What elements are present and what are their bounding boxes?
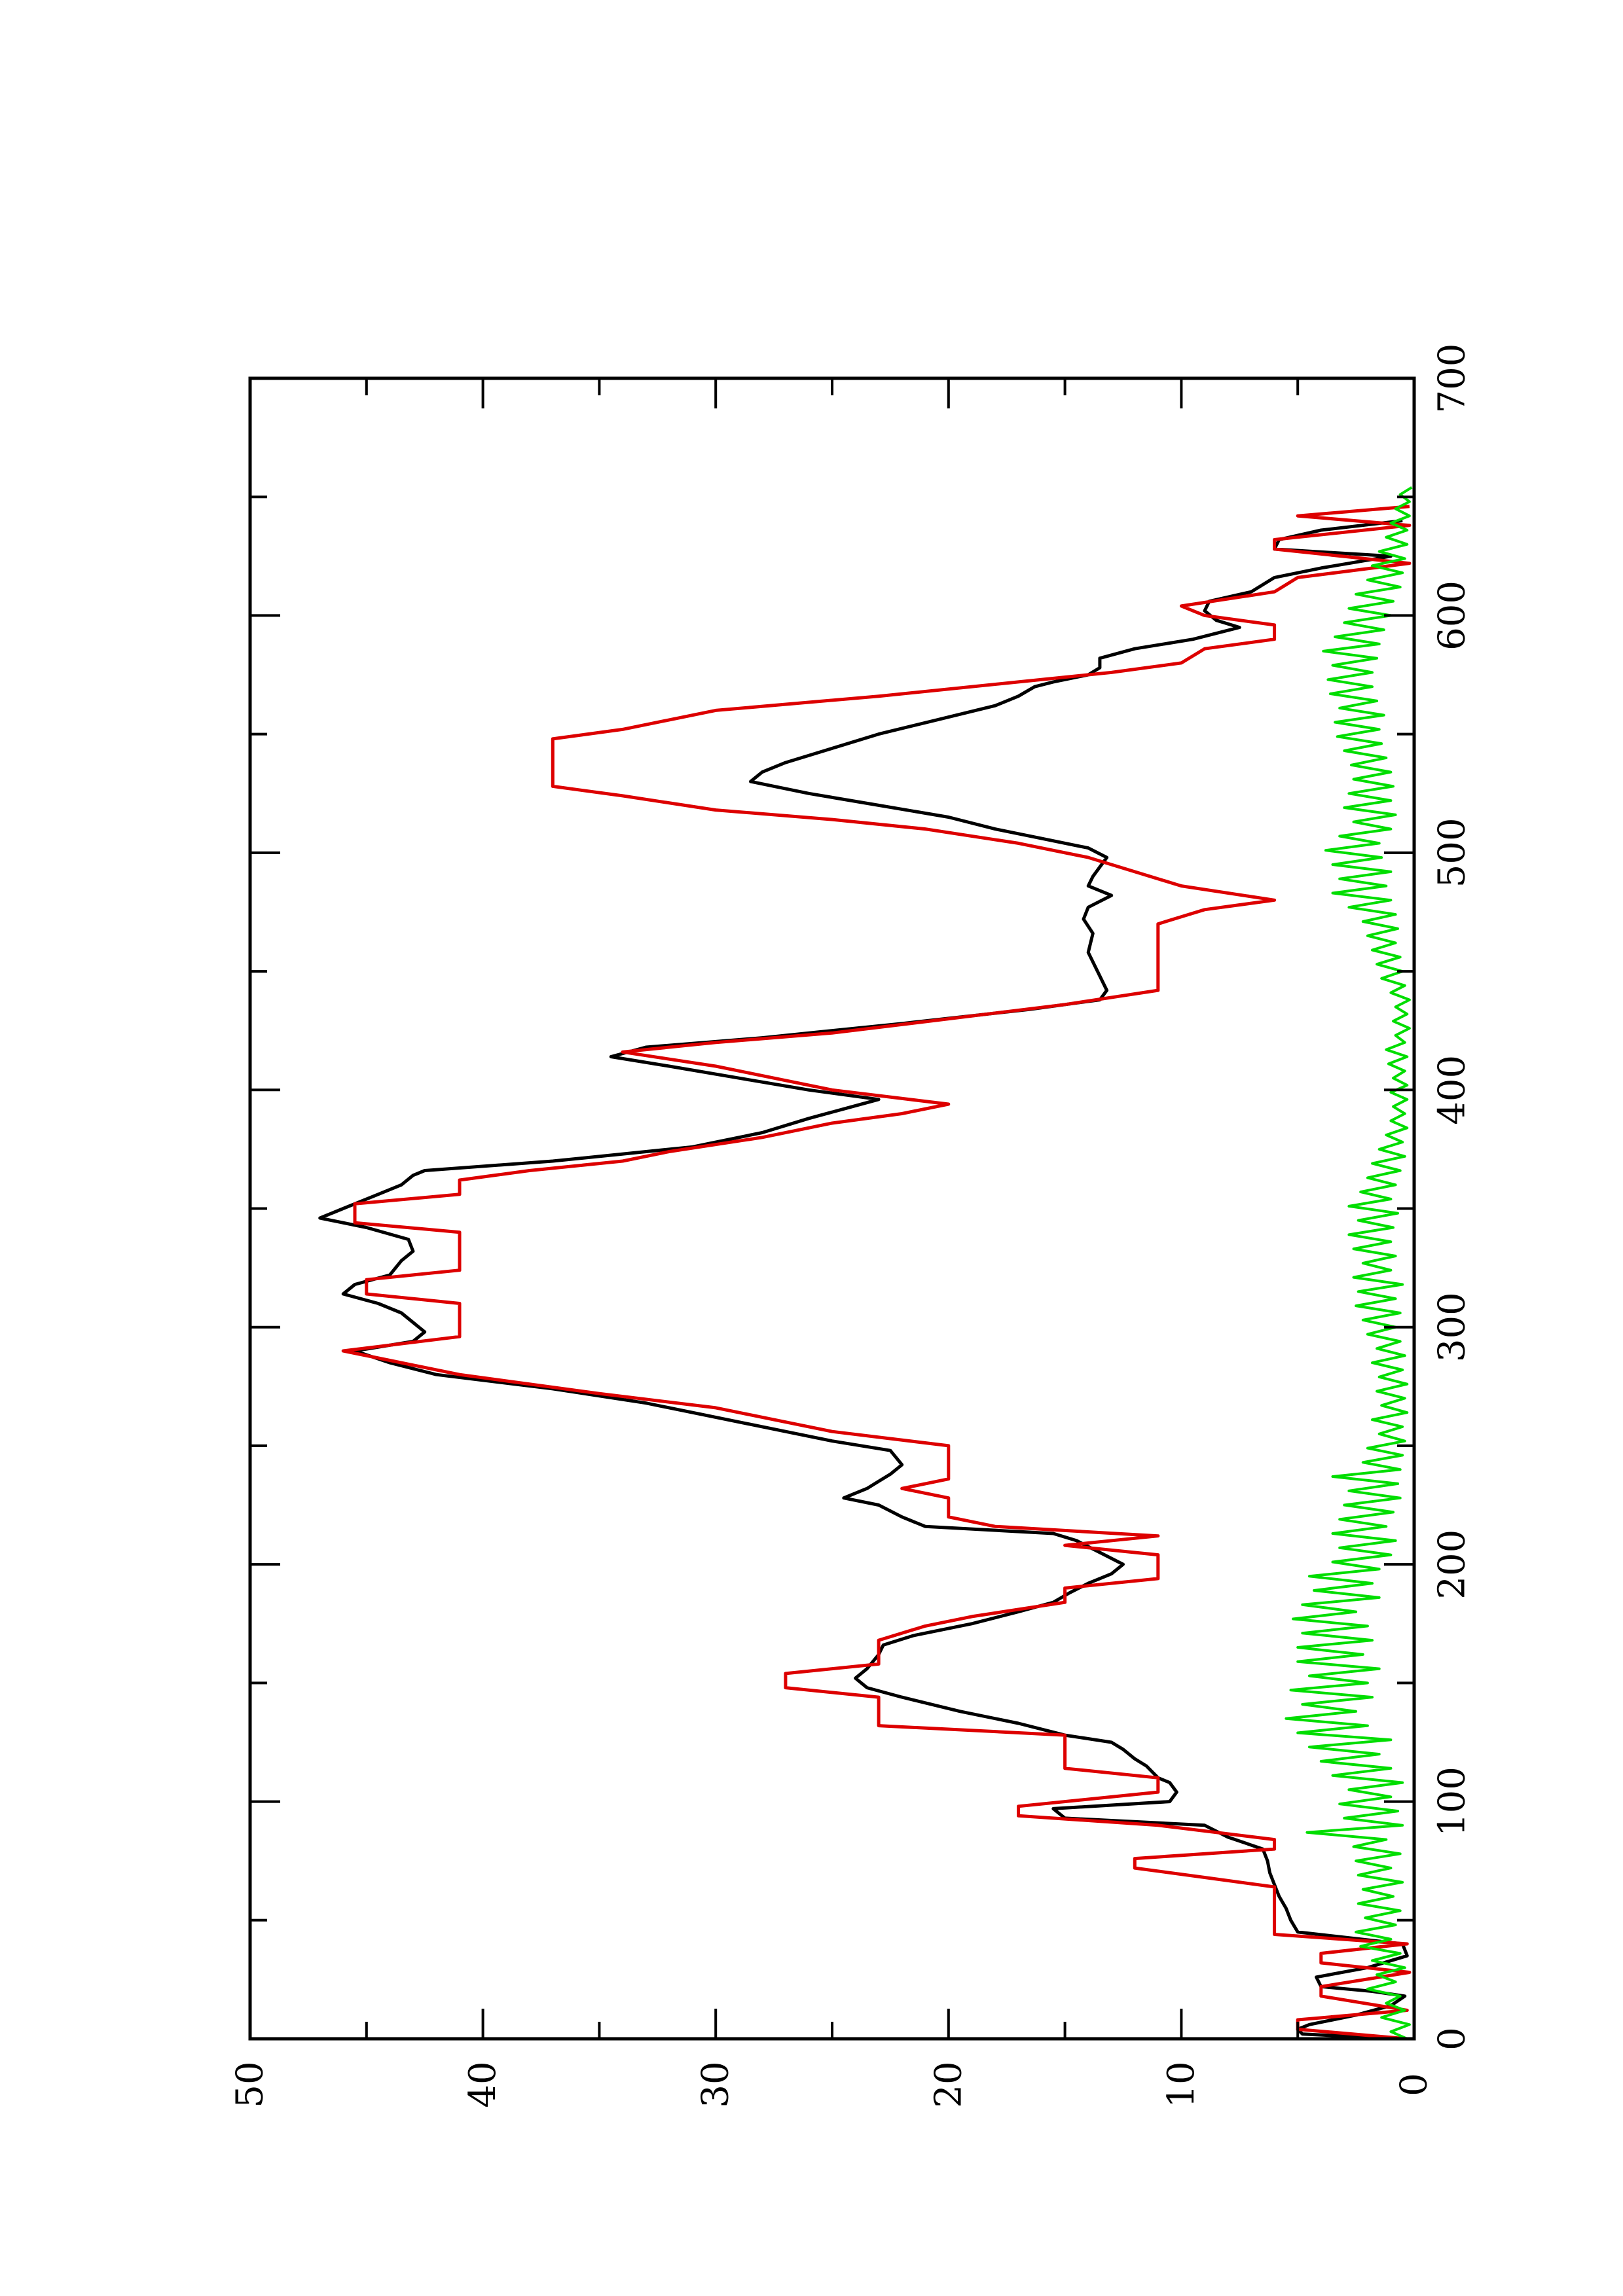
y-tick-label: 50 <box>229 2061 272 2108</box>
y-tick-label: 40 <box>462 2061 504 2108</box>
x-tick-label: 600 <box>1431 581 1474 651</box>
x-tick-label: 300 <box>1431 1292 1474 1362</box>
x-tick-label: 500 <box>1431 817 1474 888</box>
series-line-3 <box>1285 486 1413 2040</box>
tick-labels: 0 100 200 300 400 500 600 700 0 10 20 30 40 50 <box>229 344 1474 2108</box>
x-tick-label: 700 <box>1431 344 1474 414</box>
x-tick-label: 200 <box>1431 1530 1474 1600</box>
y-tick-label: 10 <box>1160 2061 1203 2108</box>
ticks-layer <box>249 377 1415 2040</box>
y-tick-label: 0 <box>1393 2073 1436 2096</box>
series-line-2 <box>341 505 1412 2041</box>
x-tick-label: 0 <box>1431 2027 1474 2051</box>
y-tick-label: 30 <box>695 2061 737 2108</box>
series-layer <box>318 486 1413 2041</box>
x-tick-label: 400 <box>1431 1055 1474 1125</box>
series-line-1 <box>318 519 1409 2041</box>
x-tick-label: 100 <box>1431 1767 1474 1837</box>
y-tick-label: 20 <box>927 2061 970 2108</box>
